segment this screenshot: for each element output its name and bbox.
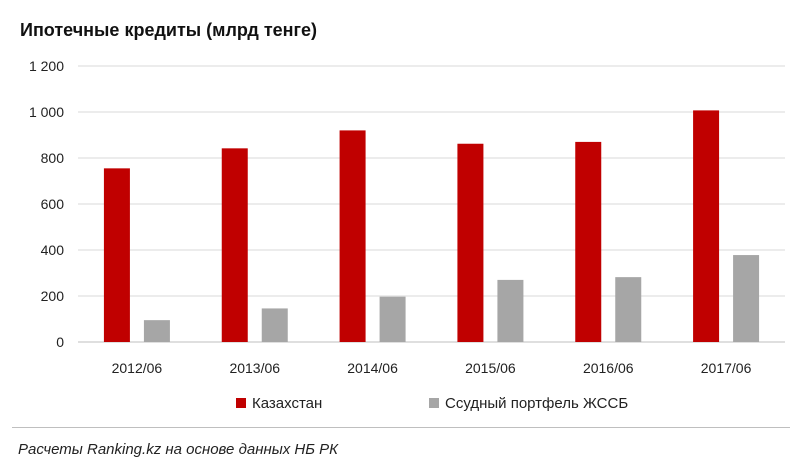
y-tick-label: 600 bbox=[41, 196, 65, 212]
chart-title: Ипотечные кредиты (млрд тенге) bbox=[20, 20, 318, 40]
y-tick-label: 1 000 bbox=[29, 104, 64, 120]
gridlines bbox=[78, 65, 785, 343]
bar-zhssb bbox=[143, 320, 170, 342]
x-tick-label: 2012/06 bbox=[112, 360, 163, 376]
bar-zhssb bbox=[261, 308, 288, 342]
bar-kazakhstan bbox=[457, 143, 484, 342]
legend-label: Казахстан bbox=[252, 395, 322, 412]
legend-swatch bbox=[429, 398, 439, 408]
legend: Казахстан Ссудный портфель ЖССБ bbox=[236, 395, 628, 412]
x-tick-label: 2014/06 bbox=[347, 360, 398, 376]
y-tick-label: 800 bbox=[41, 150, 65, 166]
bars bbox=[103, 110, 760, 342]
x-axis-ticks: 2012/06 2013/06 2014/06 2015/06 2016/06 2017/… bbox=[112, 360, 752, 376]
legend-label: Ссудный портфель ЖССБ bbox=[445, 395, 628, 412]
bar-kazakhstan bbox=[693, 110, 720, 342]
bar-zhssb bbox=[733, 255, 760, 342]
x-tick-label: 2016/06 bbox=[583, 360, 634, 376]
bar-zhssb bbox=[379, 296, 406, 342]
source-note: Расчеты Ranking.kz на основе данных НБ Р… bbox=[18, 441, 339, 458]
bar-kazakhstan bbox=[221, 148, 248, 342]
y-tick-label: 0 bbox=[56, 334, 64, 350]
y-tick-label: 400 bbox=[41, 242, 65, 258]
bar-kazakhstan bbox=[339, 130, 366, 342]
bar-kazakhstan bbox=[575, 141, 602, 342]
y-tick-label: 200 bbox=[41, 288, 65, 304]
bar-zhssb bbox=[615, 277, 642, 342]
x-tick-label: 2015/06 bbox=[465, 360, 516, 376]
x-tick-label: 2013/06 bbox=[229, 360, 280, 376]
y-axis-ticks: 0 200 400 600 800 1 000 1 200 bbox=[29, 58, 64, 350]
y-tick-label: 1 200 bbox=[29, 58, 64, 74]
bar-zhssb bbox=[497, 279, 524, 342]
footer-divider bbox=[12, 427, 790, 428]
bar-kazakhstan bbox=[103, 168, 130, 342]
x-tick-label: 2017/06 bbox=[701, 360, 752, 376]
legend-swatch bbox=[236, 398, 246, 408]
